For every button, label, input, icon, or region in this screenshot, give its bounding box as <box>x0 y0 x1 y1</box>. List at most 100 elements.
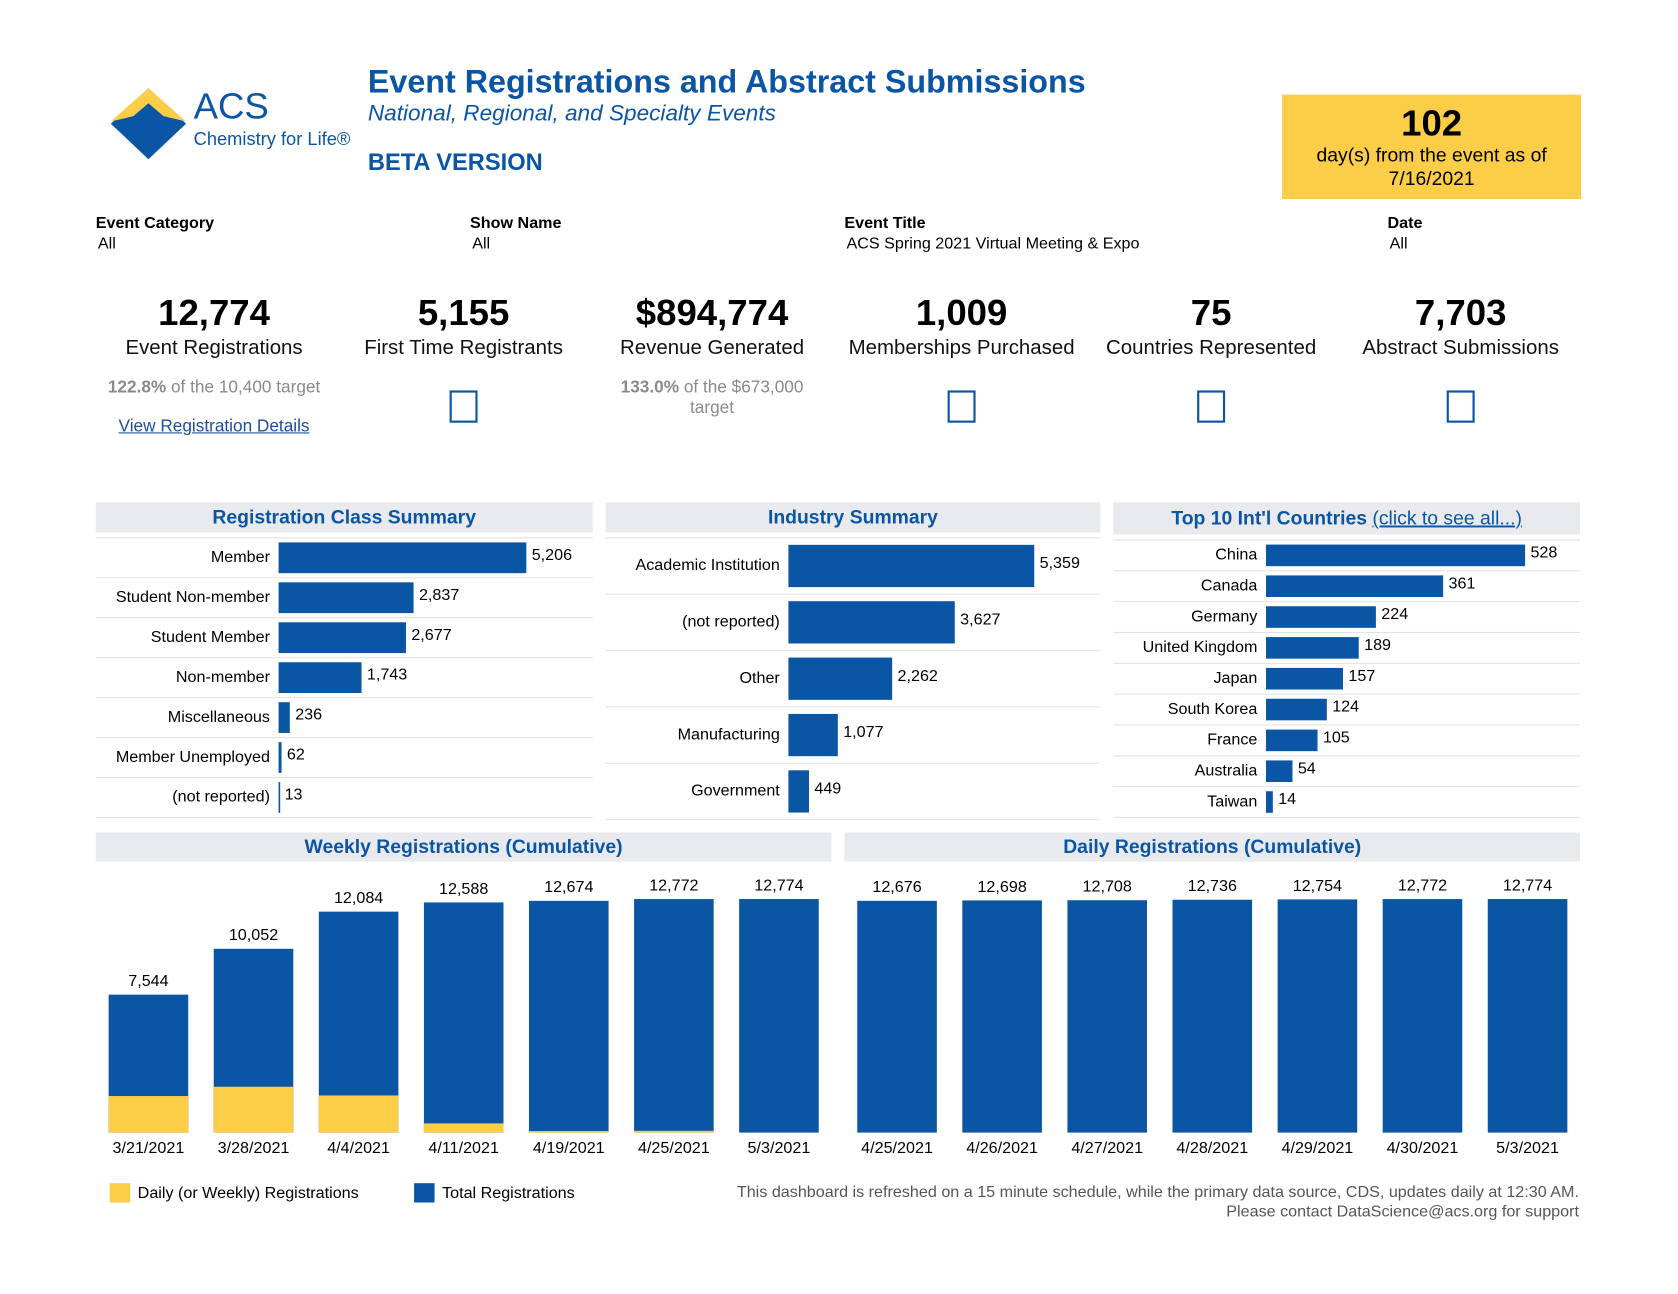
value-label: 12,084 <box>334 889 383 907</box>
bar <box>788 770 810 813</box>
bar <box>423 902 504 1133</box>
countdown-days: 102 <box>1401 103 1463 145</box>
bar <box>318 1095 399 1133</box>
value-label: 10,052 <box>229 926 278 944</box>
value-label: 13 <box>285 786 303 804</box>
x-tick-label: 4/25/2021 <box>638 1139 710 1157</box>
bar <box>1265 544 1526 567</box>
kpi-value: 12,774 <box>158 292 270 334</box>
filter-value: ACS Spring 2021 Virtual Meeting & Expo <box>846 234 1140 253</box>
filter-value: All <box>1389 234 1408 253</box>
x-tick-label: 4/28/2021 <box>1176 1139 1248 1157</box>
value-label: 12,774 <box>1503 876 1552 894</box>
category-label: United Kingdom <box>1143 638 1258 656</box>
category-label: Government <box>691 782 780 800</box>
panel-title-text: Registration Class Summary <box>212 507 476 529</box>
kpi-link[interactable]: View Registration Details <box>118 417 310 436</box>
category-label: Student Member <box>151 628 271 646</box>
filter-value: All <box>472 234 491 253</box>
category-label: South Korea <box>1168 700 1258 718</box>
x-tick-label: 4/11/2021 <box>428 1139 499 1157</box>
category-label: Member Unemployed <box>116 748 270 766</box>
kpi-label: Event Registrations <box>125 336 303 360</box>
panel-header <box>95 502 593 533</box>
bar <box>634 899 714 1133</box>
x-tick-label: 4/30/2021 <box>1387 1139 1459 1157</box>
filter-label: Event Title <box>844 214 926 233</box>
panel-title: Top 10 Int'l Countries (click to see all… <box>1171 508 1522 530</box>
bar <box>278 542 527 574</box>
panel-title-text: Weekly Registrations (Cumulative) <box>305 836 623 858</box>
bar <box>528 900 609 1133</box>
kpi-value: $894,774 <box>635 292 789 334</box>
kpi: 7,703 Abstract Submissions <box>1342 293 1579 423</box>
filter-value: All <box>97 234 116 253</box>
bar <box>788 601 955 644</box>
logo-text: ACS <box>193 86 269 127</box>
category-label: (not reported) <box>172 788 270 806</box>
panel-title: Weekly Registrations (Cumulative) <box>305 836 623 858</box>
bar <box>788 657 893 700</box>
x-tick-label: 4/4/2021 <box>327 1139 390 1157</box>
category-label: Germany <box>1191 607 1258 625</box>
x-tick-label: 3/28/2021 <box>218 1139 290 1157</box>
category-label: Non-member <box>176 668 271 686</box>
x-tick-label: 5/3/2021 <box>748 1139 811 1157</box>
bar <box>1172 899 1253 1133</box>
category-label: (not reported) <box>682 613 780 631</box>
bar <box>108 1096 189 1133</box>
bar <box>1265 791 1273 813</box>
panel-title-text: Industry Summary <box>768 507 938 529</box>
category-label: France <box>1207 731 1257 749</box>
kpi-label: First Time Registrants <box>364 336 563 360</box>
kpi: $894,774 Revenue Generated 133.0% of the $… <box>604 293 819 419</box>
value-label: 12,774 <box>754 876 803 894</box>
kpi-value: 7,703 <box>1414 292 1507 334</box>
kpi-icon <box>947 390 976 423</box>
value-label: 157 <box>1348 667 1375 685</box>
bar <box>1277 899 1358 1133</box>
value-label: 189 <box>1364 636 1391 654</box>
kpi-target: 122.8% of the 10,400 target <box>85 378 343 398</box>
value-label: 1,077 <box>843 723 883 741</box>
kpi-label: Revenue Generated <box>620 336 805 360</box>
x-tick-label: 3/21/2021 <box>113 1139 185 1157</box>
value-label: 12,772 <box>649 876 698 894</box>
value-label: 12,708 <box>1083 878 1132 896</box>
footer-note: This dashboard is refreshed on a 15 minu… <box>736 1183 1579 1202</box>
bar <box>1265 760 1293 782</box>
bar <box>788 713 838 757</box>
kpi-target: 133.0% of the $673,000 target <box>604 378 819 419</box>
bar <box>423 1123 504 1133</box>
kpi-icon <box>1197 390 1226 423</box>
bar <box>278 582 414 614</box>
bar <box>1265 606 1376 628</box>
bar <box>278 622 406 654</box>
value-label: 449 <box>814 780 841 798</box>
value-label: 2,677 <box>411 626 451 644</box>
panel-title-text: Daily Registrations (Cumulative) <box>1063 836 1361 858</box>
value-label: 12,754 <box>1293 877 1342 895</box>
kpi-target-note: of the 10,400 target <box>170 378 321 397</box>
x-tick-label: 4/19/2021 <box>533 1139 605 1157</box>
kpi-value: 1,009 <box>915 292 1008 334</box>
kpi-value: 5,155 <box>417 292 510 334</box>
panel-title-link[interactable]: (click to see all...) <box>1372 508 1522 530</box>
category-label: Australia <box>1195 761 1258 779</box>
value-label: 2,837 <box>419 586 459 604</box>
panel-header <box>605 502 1101 533</box>
bar <box>1265 698 1327 721</box>
value-label: 528 <box>1530 543 1557 561</box>
bar <box>739 899 819 1133</box>
value-label: 5,359 <box>1040 554 1080 572</box>
value-label: 12,736 <box>1188 877 1237 895</box>
panel-title: Industry Summary <box>768 507 938 529</box>
kpi-target-pct: 133.0% <box>620 378 680 397</box>
x-tick-label: 4/25/2021 <box>861 1139 933 1157</box>
value-label: 12,676 <box>872 878 921 896</box>
panel-header <box>1113 502 1581 535</box>
panel-title: Daily Registrations (Cumulative) <box>1063 836 1361 858</box>
bar <box>857 900 937 1133</box>
bar <box>278 662 362 694</box>
